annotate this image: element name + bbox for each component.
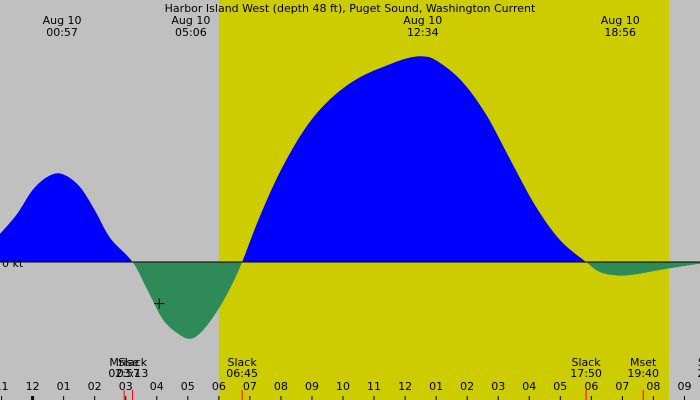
- extremum-date: Aug 10: [601, 14, 640, 27]
- extremum-time: 18:56: [604, 26, 636, 39]
- x-tick-label: 05: [553, 380, 567, 393]
- ebb-current-area: [0, 262, 700, 339]
- extremum-time: 12:34: [407, 26, 439, 39]
- chart-title: Harbor Island West (depth 48 ft), Puget …: [165, 2, 536, 15]
- x-tick-label: 07: [243, 380, 257, 393]
- x-tick-label: 06: [584, 380, 598, 393]
- x-tick-label: 09: [677, 380, 691, 393]
- x-tick-label: 09: [305, 380, 319, 393]
- event-time: 03:13: [117, 367, 149, 380]
- event-name: Slack: [571, 356, 601, 369]
- event-time: 21:: [697, 367, 700, 380]
- event-time: 06:45: [226, 367, 258, 380]
- extremum-date: Aug 10: [403, 14, 442, 27]
- event-name: Mset: [630, 356, 657, 369]
- event-label: Sla21:: [697, 356, 700, 380]
- extremum-date: Aug 10: [43, 14, 82, 27]
- extremum-time: 00:57: [46, 26, 78, 39]
- extremum-date: Aug 10: [171, 14, 210, 27]
- x-tick-label: 05: [181, 380, 195, 393]
- event-name: Sla: [698, 356, 700, 369]
- x-tick-label: 11: [0, 380, 9, 393]
- x-tick-label: 03: [119, 380, 133, 393]
- x-tick-label: 08: [274, 380, 288, 393]
- zero-label: 0 kt: [2, 257, 24, 270]
- x-tick-label: 04: [150, 380, 164, 393]
- x-tick-label: 01: [57, 380, 71, 393]
- x-axis-ticks: 11 12 01 02 03 04 05 06 07 08 09 10 11 12 01 02 03 04 05 06…: [0, 380, 691, 400]
- event-name: Slack: [118, 356, 148, 369]
- x-tick-label: 07: [615, 380, 629, 393]
- event-labels: Mrise02:57Slack03:13Slack06:45Slack17:50…: [108, 356, 700, 400]
- x-tick-label: 02: [460, 380, 474, 393]
- x-tick-label: 03: [491, 380, 505, 393]
- x-tick-label: 06: [212, 380, 226, 393]
- x-tick-label: 08: [646, 380, 660, 393]
- flood-current-area: [0, 56, 700, 262]
- event-time: 02:57: [108, 367, 140, 380]
- x-tick-label: 04: [522, 380, 536, 393]
- event-time: 19:40: [627, 367, 659, 380]
- event-time: 17:50: [570, 367, 602, 380]
- x-tick-label: 01: [429, 380, 443, 393]
- x-tick-label: 12: [26, 380, 40, 393]
- x-tick-label: 10: [336, 380, 350, 393]
- event-name: Slack: [228, 356, 258, 369]
- x-tick-label: 02: [88, 380, 102, 393]
- x-tick-label: 11: [367, 380, 381, 393]
- event-name: Mrise: [109, 356, 139, 369]
- extremum-time: 05:06: [175, 26, 207, 39]
- x-tick-label: 12: [398, 380, 412, 393]
